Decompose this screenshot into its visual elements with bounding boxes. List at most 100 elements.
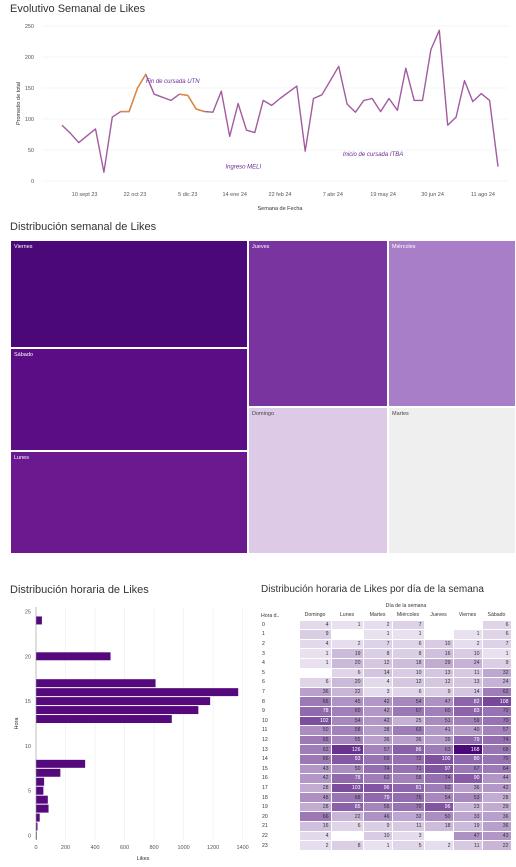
x-tick-label: 1400	[236, 845, 248, 851]
heatmap-cell: 39	[423, 734, 454, 746]
heatmap-row-label: 15	[262, 765, 268, 772]
y-tick-label: 150	[25, 86, 34, 92]
heatmap-cell: 4	[362, 677, 393, 688]
heatmap-cell: 53	[452, 792, 483, 803]
heatmap-cell: 70	[481, 705, 512, 717]
heatmap-cell: 60	[330, 705, 364, 717]
heatmap-cell: 70	[481, 715, 512, 727]
heatmap-cell: 9	[362, 821, 393, 832]
heatmap-cell: 74	[362, 763, 393, 775]
heatmap-row-label: 10	[262, 717, 268, 724]
y-tick-label: 0	[28, 834, 31, 840]
heatmap-row-label: 17	[262, 784, 268, 791]
heatmap-cell: 3	[362, 686, 393, 698]
heatmap-row: 8 66 45 42 54 47 82 108	[261, 696, 512, 707]
heatmap-cell: 54	[330, 715, 364, 727]
heatmap-cell: 20	[330, 657, 364, 669]
heatmap-cell: 8	[330, 840, 364, 851]
heatmap-cell: 6	[481, 629, 512, 640]
heatmap-cell: 18	[423, 821, 454, 832]
heatmap-cell: 2	[423, 840, 454, 851]
heatmap-cell: 40	[452, 725, 483, 736]
heatmap-row-label: 20	[262, 813, 268, 820]
series-line	[61, 29, 499, 174]
treemap-cell: Domingo	[248, 407, 388, 554]
heatmap-cell: 25	[391, 715, 425, 727]
heatmap-row-label: 3	[262, 650, 265, 657]
heatmap-cell: 28	[298, 782, 332, 794]
annotation-label: Fin de cursada UTN	[146, 79, 200, 85]
heatmap-cell: 50	[423, 811, 454, 823]
heatmap-cell: 96	[423, 801, 454, 813]
heatmap-cell: 24	[452, 657, 483, 669]
heatmap-cell: 85	[330, 801, 364, 813]
heatmap-cell: 63	[391, 725, 425, 736]
bar	[36, 616, 42, 625]
bar	[36, 697, 211, 706]
heatmap-cell: 1	[362, 629, 393, 640]
heatmap-row: 21 16 6 9 11 18 19 36	[261, 821, 512, 832]
x-tick-label: 19 may 24	[370, 192, 396, 198]
heatmap-cell: 38	[362, 725, 393, 736]
heatmap-row: 11 50 58 38 63 41 40 57	[261, 725, 512, 736]
heatmap-cell: 79	[452, 734, 483, 746]
heatmap-cell: 36	[362, 734, 393, 746]
heatmap-cell: 68	[481, 744, 512, 755]
heatmap-cell: 13	[423, 667, 454, 679]
heatmap-cell: 1	[298, 648, 332, 659]
heatmap-row: 4 1 20 12 18 29 24 9	[261, 657, 512, 669]
heatmap-row: 19 28 85 56 70 96 23 29	[261, 801, 512, 813]
heatmap-cell: 7	[362, 638, 393, 650]
heatmap-cell: 9	[298, 629, 332, 640]
heatmap-cell: 57	[481, 725, 512, 736]
bar	[36, 795, 48, 804]
bar	[36, 768, 61, 777]
heatmap-cell: 86	[391, 744, 425, 755]
heatmap-cell: 13	[452, 677, 483, 688]
heatmap-cell: 9	[423, 686, 454, 698]
treemap-cell: Martes	[388, 407, 516, 554]
heatmap-cell: 45	[330, 696, 364, 707]
heatmap-column-header: Viernes	[458, 612, 477, 619]
x-tick-label: 0	[34, 845, 37, 851]
heatmap-cell: 47	[452, 830, 483, 842]
heatmap-cell: 6	[481, 619, 512, 631]
heatmap-cell: 32	[391, 811, 425, 823]
heatmap-cell: 6	[391, 686, 425, 698]
heatmap-cell: 36	[391, 734, 425, 746]
heatmap-cell: 28	[481, 792, 512, 803]
heatmap-cell: 42	[298, 773, 332, 784]
heatmap-cell: 29	[481, 801, 512, 813]
heatmap-row-label: 5	[262, 669, 265, 676]
heatmap-row-label: 11	[262, 727, 268, 734]
highlight-segment	[120, 74, 147, 113]
treemap-cell-label: Miércoles	[392, 244, 416, 250]
heatmap-cell: 7	[391, 619, 425, 631]
heatmap-row-label: 18	[262, 794, 268, 801]
heatmap-row-label: 21	[262, 823, 268, 830]
x-axis-label: Semana de Fecha	[258, 206, 304, 212]
y-tick-label: 200	[25, 55, 34, 61]
line-chart-title: Evolutivo Semanal de Likes	[10, 3, 146, 15]
heatmap-cell: 168	[452, 744, 483, 755]
bar	[36, 706, 199, 715]
heatmap-cell: 43	[298, 763, 332, 775]
heatmap-row: 20 66 22 46 32 50 33 36	[261, 811, 512, 823]
y-tick-label: 100	[25, 117, 34, 123]
heatmap-cell: 102	[298, 715, 332, 727]
heatmap-cell: 74	[481, 734, 512, 746]
heatmap-cell: 5	[391, 840, 425, 851]
heatmap-cell	[298, 667, 332, 679]
heatmap-cell: 42	[362, 696, 393, 707]
heatmap-cell: 79	[362, 792, 393, 803]
heatmap-cell: 78	[330, 773, 364, 784]
heatmap-cell: 1	[298, 657, 332, 669]
y-axis-label: Promedio de total	[16, 82, 22, 125]
x-axis-label: Likes	[137, 856, 150, 862]
x-tick-label: 14 ene 24	[222, 192, 246, 198]
annotation-label: Inicio de cursada ITBA	[343, 152, 403, 158]
heatmap-cell: 70	[481, 753, 512, 765]
y-tick-label: 0	[31, 179, 34, 185]
